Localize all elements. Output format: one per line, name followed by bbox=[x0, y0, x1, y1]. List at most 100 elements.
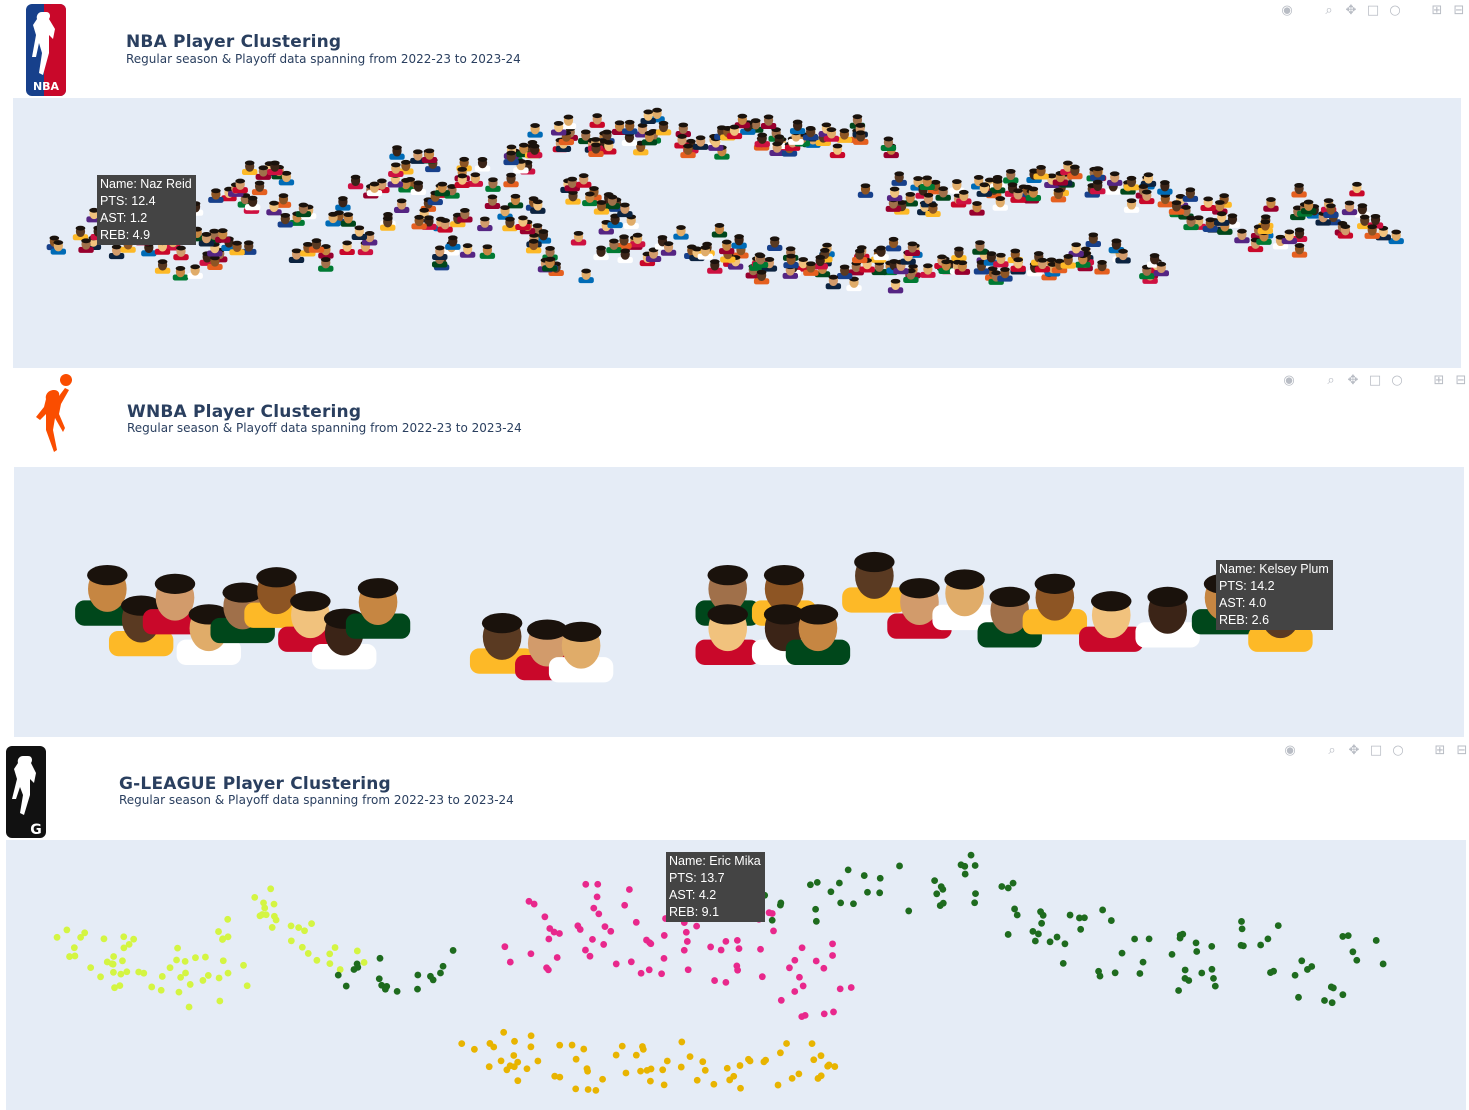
gleague-data-point[interactable] bbox=[1328, 999, 1336, 1007]
gleague-data-point[interactable] bbox=[770, 927, 777, 935]
gleague-data-point[interactable] bbox=[414, 971, 422, 979]
gleague-data-point[interactable] bbox=[1198, 969, 1206, 977]
gleague-data-point[interactable] bbox=[224, 933, 232, 941]
nba-player-marker[interactable] bbox=[335, 196, 351, 211]
nba-player-marker[interactable] bbox=[1115, 248, 1131, 264]
nba-player-marker[interactable] bbox=[1341, 200, 1358, 216]
gleague-data-point[interactable] bbox=[506, 958, 514, 966]
nba-player-marker[interactable] bbox=[576, 173, 592, 188]
nba-player-marker[interactable] bbox=[241, 160, 258, 176]
gleague-data-point[interactable] bbox=[224, 915, 232, 923]
nba-player-marker[interactable] bbox=[1257, 219, 1273, 234]
nba-player-marker[interactable] bbox=[437, 218, 453, 233]
nba-player-marker[interactable] bbox=[173, 245, 189, 261]
gleague-data-point[interactable] bbox=[175, 988, 183, 996]
gleague-data-point[interactable] bbox=[939, 899, 947, 907]
nba-player-marker[interactable] bbox=[633, 140, 649, 156]
gleague-data-point[interactable] bbox=[553, 954, 561, 961]
gleague-data-point[interactable] bbox=[301, 927, 308, 935]
gleague-data-point[interactable] bbox=[593, 893, 601, 901]
nba-player-marker[interactable] bbox=[1168, 200, 1185, 215]
nba-player-marker[interactable] bbox=[477, 216, 493, 232]
gleague-data-point[interactable] bbox=[1175, 987, 1182, 994]
gleague-data-point[interactable] bbox=[336, 966, 344, 973]
gleague-data-point[interactable] bbox=[71, 952, 79, 960]
gleague-data-point[interactable] bbox=[831, 1063, 839, 1070]
gleague-data-point[interactable] bbox=[111, 984, 118, 992]
gleague-data-point[interactable] bbox=[798, 944, 806, 952]
nba-player-marker[interactable] bbox=[325, 211, 341, 227]
gleague-data-point[interactable] bbox=[119, 957, 126, 965]
gleague-data-point[interactable] bbox=[931, 877, 939, 885]
nba-player-marker[interactable] bbox=[1050, 187, 1067, 203]
nba-player-marker[interactable] bbox=[616, 234, 632, 249]
nba-player-marker[interactable] bbox=[1010, 188, 1026, 203]
gleague-data-point[interactable] bbox=[1037, 908, 1044, 916]
gleague-data-point[interactable] bbox=[776, 1049, 784, 1057]
nba-player-marker[interactable] bbox=[208, 188, 224, 203]
nba-player-marker[interactable] bbox=[340, 212, 356, 227]
gleague-data-point[interactable] bbox=[574, 922, 582, 930]
gleague-data-point[interactable] bbox=[1264, 935, 1272, 943]
camera-icon[interactable]: ◉ bbox=[1284, 742, 1296, 758]
gleague-data-point[interactable] bbox=[699, 1058, 707, 1066]
gleague-data-point[interactable] bbox=[693, 1076, 701, 1084]
nba-player-marker[interactable] bbox=[484, 194, 501, 210]
gleague-data-point[interactable] bbox=[801, 1011, 809, 1019]
nba-player-marker[interactable] bbox=[935, 186, 951, 201]
gleague-data-point[interactable] bbox=[971, 862, 979, 869]
nba-player-marker[interactable] bbox=[1033, 165, 1049, 180]
nba-player-marker[interactable] bbox=[1281, 229, 1298, 245]
nba-player-marker[interactable] bbox=[50, 240, 67, 255]
gleague-data-point[interactable] bbox=[308, 920, 315, 928]
gleague-data-point[interactable] bbox=[1304, 966, 1311, 973]
gleague-data-point[interactable] bbox=[174, 944, 181, 952]
gleague-data-point[interactable] bbox=[814, 1075, 822, 1082]
gleague-data-point[interactable] bbox=[757, 945, 764, 953]
nba-player-marker[interactable] bbox=[951, 246, 967, 262]
gleague-data-point[interactable] bbox=[824, 1062, 832, 1070]
gleague-data-point[interactable] bbox=[791, 956, 799, 964]
gleague-data-point[interactable] bbox=[737, 1084, 744, 1092]
box-select-icon[interactable]: □ bbox=[1369, 742, 1383, 758]
nba-player-marker[interactable] bbox=[606, 238, 622, 254]
gleague-data-point[interactable] bbox=[470, 1045, 478, 1053]
gleague-data-point[interactable] bbox=[796, 973, 803, 981]
gleague-data-point[interactable] bbox=[186, 981, 194, 988]
nba-player-marker[interactable] bbox=[593, 200, 610, 215]
nba-player-marker[interactable] bbox=[432, 245, 448, 261]
gleague-data-point[interactable] bbox=[876, 889, 884, 897]
gleague-data-point[interactable] bbox=[458, 1040, 466, 1048]
nba-player-marker[interactable] bbox=[308, 238, 325, 253]
nba-player-marker[interactable] bbox=[993, 252, 1009, 268]
gleague-data-point[interactable] bbox=[1237, 941, 1245, 949]
gleague-data-point[interactable] bbox=[622, 1069, 630, 1077]
gleague-data-point[interactable] bbox=[117, 970, 125, 978]
gleague-data-point[interactable] bbox=[1238, 918, 1245, 925]
gleague-data-point[interactable] bbox=[267, 885, 275, 893]
gleague-data-point[interactable] bbox=[1274, 922, 1282, 929]
nba-player-marker[interactable] bbox=[1349, 181, 1365, 197]
nba-player-marker[interactable] bbox=[1182, 187, 1199, 202]
gleague-data-point[interactable] bbox=[1004, 931, 1012, 938]
wnba-player-marker[interactable] bbox=[548, 621, 614, 683]
gleague-data-point[interactable] bbox=[1291, 971, 1299, 979]
gleague-data-point[interactable] bbox=[820, 1010, 828, 1018]
nba-player-marker[interactable] bbox=[1272, 234, 1289, 250]
gleague-data-point[interactable] bbox=[414, 985, 421, 993]
gleague-data-point[interactable] bbox=[710, 1080, 718, 1088]
zoom-out-icon[interactable]: ⊟ bbox=[1453, 2, 1465, 18]
gleague-data-point[interactable] bbox=[449, 947, 457, 954]
nba-player-marker[interactable] bbox=[154, 259, 171, 274]
nba-player-marker[interactable] bbox=[410, 149, 426, 164]
nba-player-marker[interactable] bbox=[1214, 211, 1230, 226]
gleague-data-point[interactable] bbox=[1349, 948, 1357, 956]
gleague-data-point[interactable] bbox=[287, 922, 295, 930]
nba-player-marker[interactable] bbox=[288, 248, 305, 263]
nba-player-marker[interactable] bbox=[731, 234, 747, 249]
pan-icon[interactable]: ✥ bbox=[1348, 742, 1360, 758]
gleague-data-point[interactable] bbox=[864, 888, 871, 896]
nba-player-marker[interactable] bbox=[997, 267, 1013, 282]
gleague-data-point[interactable] bbox=[1193, 948, 1201, 955]
gleague-data-point[interactable] bbox=[768, 916, 776, 924]
